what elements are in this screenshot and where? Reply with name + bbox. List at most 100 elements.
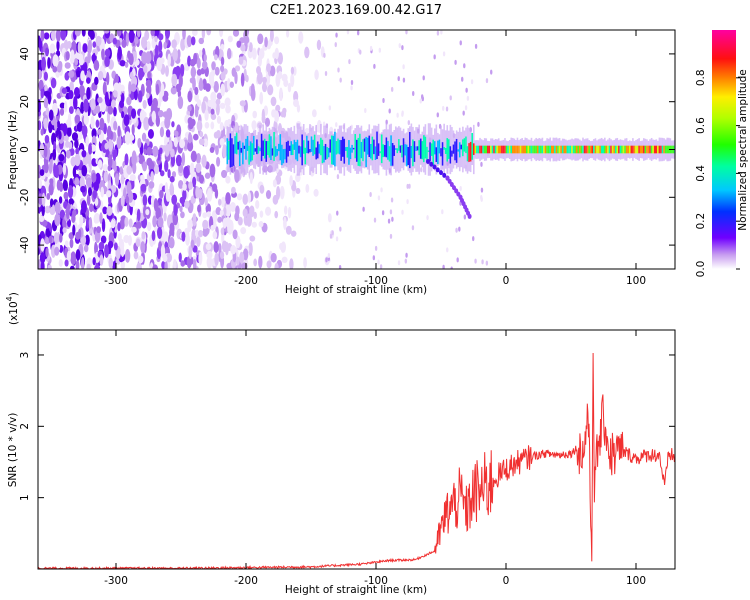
spectrogram-noise-cell xyxy=(256,71,263,85)
spectrogram-noise-cell xyxy=(210,91,217,103)
spectrogram-noise-cell xyxy=(350,79,354,85)
spectrogram-noise-cell xyxy=(202,228,209,237)
spectrogram-noise-cell xyxy=(142,161,148,172)
spectrogram-noise-cell xyxy=(181,152,186,166)
spectrogram-noise-cell xyxy=(84,234,90,246)
spectrogram-noise-cell xyxy=(264,206,272,216)
spectrogram-signal-cell xyxy=(485,145,488,154)
snr-y-ticks: 1 2 3 xyxy=(19,352,675,501)
spectrogram-noise-cell xyxy=(259,184,265,194)
spectrogram-noise-cell xyxy=(47,56,51,69)
spectrogram-noise-cell xyxy=(401,110,404,116)
spectrogram-noise-cell xyxy=(89,203,94,213)
spectrogram-noise-cell xyxy=(128,81,132,95)
spectrogram-noise-cell xyxy=(133,251,139,260)
spectrogram-noise-cell xyxy=(63,100,68,113)
spectrogram-signal-cell xyxy=(558,145,561,154)
spectrogram-trace-cell xyxy=(435,167,440,173)
spectrogram-noise-cell xyxy=(419,98,422,104)
spectrogram-noise-cell xyxy=(411,225,415,231)
spectrogram-noise-cell xyxy=(189,58,196,67)
spectrogram-noise-cell xyxy=(206,250,213,259)
spectrogram-noise-cell xyxy=(54,201,61,215)
spectrogram-signal-cell xyxy=(374,146,377,160)
spectrogram-noise-cell xyxy=(124,61,129,68)
spectrogram-noise-cell xyxy=(212,183,218,193)
spectrogram-noise-cell xyxy=(180,38,186,51)
spectrogram-noise-cell xyxy=(305,183,310,193)
spectrogram-signal-cell xyxy=(265,141,268,162)
spectrogram-noise-cell xyxy=(474,258,477,264)
spectrogram-noise-cell xyxy=(226,78,231,91)
spectrogram-noise-cell xyxy=(210,108,215,115)
spectrogram-signal-cell xyxy=(596,145,598,154)
spectrogram-signal-cell xyxy=(627,145,630,154)
spectrogram-noise-cell xyxy=(104,48,111,58)
spectrogram-noise-cell xyxy=(244,30,250,37)
spectrogram-noise-cell xyxy=(287,82,292,93)
spectrogram-signal-cell xyxy=(418,140,420,156)
spectrogram-signal-cell xyxy=(655,145,658,154)
spectrogram-noise-cell xyxy=(334,42,337,48)
spectrogram-noise-cell xyxy=(290,66,295,75)
spectrogram-signal-cell xyxy=(490,145,492,154)
spectrogram-noise-cell xyxy=(219,138,225,147)
spectrogram-noise-cell xyxy=(213,54,218,61)
spectrogram-signal-cell xyxy=(398,139,400,151)
spectrogram-signal-cell xyxy=(457,149,459,152)
spectrogram-noise-cell xyxy=(374,245,378,251)
spectrogram-signal-cell xyxy=(554,145,556,154)
spectrogram-noise-cell xyxy=(196,99,202,107)
spectrogram-noise-cell xyxy=(327,213,332,223)
spectrogram-noise-cell xyxy=(217,198,222,206)
spectrogram-noise-cell xyxy=(164,260,168,269)
spectrogram-noise-cell xyxy=(106,206,113,217)
spectrogram-noise-cell xyxy=(96,226,102,234)
spectrogram-noise-cell xyxy=(71,132,79,141)
spectrogram-signal-cell xyxy=(296,139,299,162)
spectrogram-signal-cell xyxy=(635,145,637,154)
spectrogram-x-tick-label: -100 xyxy=(364,275,388,287)
spectrogram-noise-cell xyxy=(91,158,97,167)
spectrogram-noise-cell xyxy=(270,252,277,263)
spectrogram-noise-cell xyxy=(64,62,71,69)
spectrogram-signal-cell xyxy=(365,136,367,168)
spectrogram-noise-cell xyxy=(81,125,88,137)
spectrogram-noise-cell xyxy=(140,174,145,181)
spectrogram-signal-cell xyxy=(579,145,581,154)
spectrogram-noise-cell xyxy=(192,213,197,227)
spectrogram-noise-cell xyxy=(116,30,122,37)
spectrogram-noise-cell xyxy=(173,130,179,137)
spectrogram-noise-cell xyxy=(209,146,215,154)
spectrogram-noise-cell xyxy=(220,65,225,73)
spectrogram-signal-cell xyxy=(373,139,375,155)
spectrogram-noise-cell xyxy=(100,186,105,198)
spectrogram-noise-cell xyxy=(258,220,264,228)
spectrogram-noise-cell xyxy=(192,76,196,91)
spectrogram-noise-cell xyxy=(264,36,268,48)
spectrogram-noise-cell xyxy=(279,87,283,102)
spectrogram-noise-cell xyxy=(40,128,44,136)
spectrogram-noise-cell xyxy=(44,134,50,144)
spectrogram-noise-cell xyxy=(182,183,187,191)
spectrogram-signal-cell xyxy=(435,147,438,162)
spectrogram-noise-cell xyxy=(95,172,101,185)
spectrogram-noise-cell xyxy=(182,30,186,40)
spectrogram-noise-cell xyxy=(67,185,74,199)
spectrogram-signal-cell xyxy=(228,140,230,160)
spectrogram-noise-cell xyxy=(121,92,125,104)
spectrogram-noise-cell xyxy=(152,145,159,157)
spectrogram-signal-cell xyxy=(507,145,509,154)
spectrogram-noise-cell xyxy=(270,96,277,107)
spectrogram-noise-cell xyxy=(224,97,231,107)
spectrogram-noise-cell xyxy=(169,222,175,234)
spectrogram-noise-cell xyxy=(242,208,248,218)
spectrogram-noise-cell xyxy=(213,80,219,93)
spectrogram-noise-cell xyxy=(143,148,147,155)
spectrogram-noise-cell xyxy=(377,195,381,201)
spectrogram-signal-cell xyxy=(513,145,516,154)
spectrogram-signal-cell xyxy=(449,146,452,164)
spectrogram-noise-cell xyxy=(248,242,253,257)
spectrogram-signal-cell xyxy=(508,145,511,154)
